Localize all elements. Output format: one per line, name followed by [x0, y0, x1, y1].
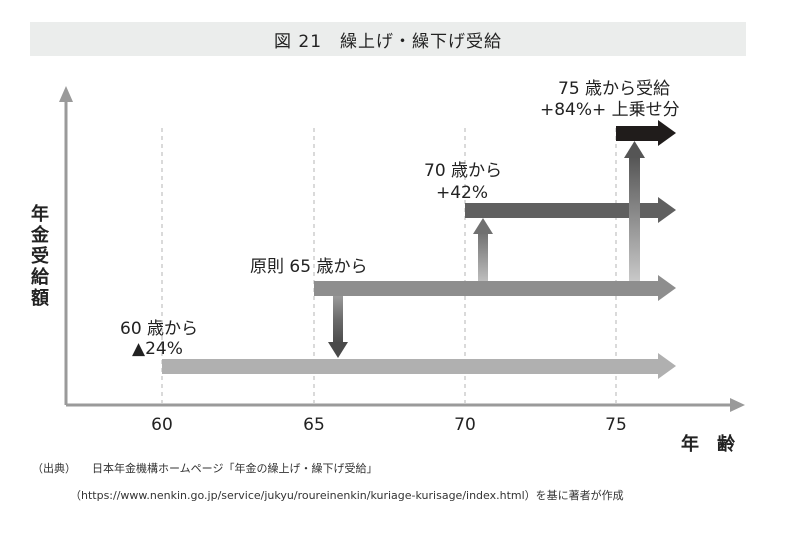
stage-75-line1: 75 歳から受給 [558, 79, 670, 99]
x-tick-70: 70 [454, 415, 476, 435]
gridlines [161, 128, 617, 403]
y-axis-char-5: 額 [30, 287, 49, 309]
stage-75-line2: +84%+ 上乗せ分 [540, 100, 680, 120]
axes [59, 86, 745, 412]
x-tick-75: 75 [605, 415, 627, 435]
stage-label-60: 60 歳から ▲24% [120, 319, 198, 359]
figure-title-bar: 図 21 繰上げ・繰下げ受給 [30, 22, 746, 56]
increase-arrow-70-to-75 [624, 141, 645, 281]
y-axis-char-3: 受 [31, 245, 49, 267]
y-axis-char-1: 年 [31, 203, 49, 225]
stage-70-line2: +42% [436, 183, 488, 203]
stage-70-line1: 70 歳から [424, 161, 502, 181]
x-axis-arrowhead [730, 398, 745, 412]
y-axis-arrowhead [59, 86, 73, 102]
source-url: （https://www.nenkin.go.jp/service/jukyu/… [70, 489, 624, 502]
level-arrow-70 [465, 197, 676, 223]
source-note: （出典） 日本年金機構ホームページ「年金の繰上げ・繰下げ受給」 [32, 460, 377, 476]
level-arrow-75 [616, 120, 676, 146]
stage-60-line1: 60 歳から [120, 319, 198, 339]
stage-label-70: 70 歳から +42% [424, 161, 502, 203]
source-text: 日本年金機構ホームページ「年金の繰上げ・繰下げ受給」 [92, 462, 378, 475]
level-arrow-65 [314, 275, 676, 301]
figure-title: 図 21 繰上げ・繰下げ受給 [273, 31, 503, 52]
stage-60-line2: ▲24% [132, 339, 183, 359]
source-label: （出典） [32, 462, 76, 475]
stage-label-75: 75 歳から受給 +84%+ 上乗せ分 [540, 79, 680, 120]
decrease-arrow-65-to-60 [328, 296, 348, 358]
increase-arrow-65-to-70 [473, 218, 493, 281]
x-tick-65: 65 [303, 415, 325, 435]
x-tick-60: 60 [151, 415, 173, 435]
level-arrow-60 [162, 353, 676, 379]
stage-label-65: 原則 65 歳から [250, 257, 367, 277]
y-axis-char-2: 金 [30, 224, 50, 246]
y-axis-char-4: 給 [31, 266, 50, 288]
x-axis-title: 年 齢 [681, 433, 736, 455]
y-axis-title: 年 金 受 給 額 [30, 203, 50, 309]
stage-65-line1: 原則 65 歳から [250, 257, 367, 277]
